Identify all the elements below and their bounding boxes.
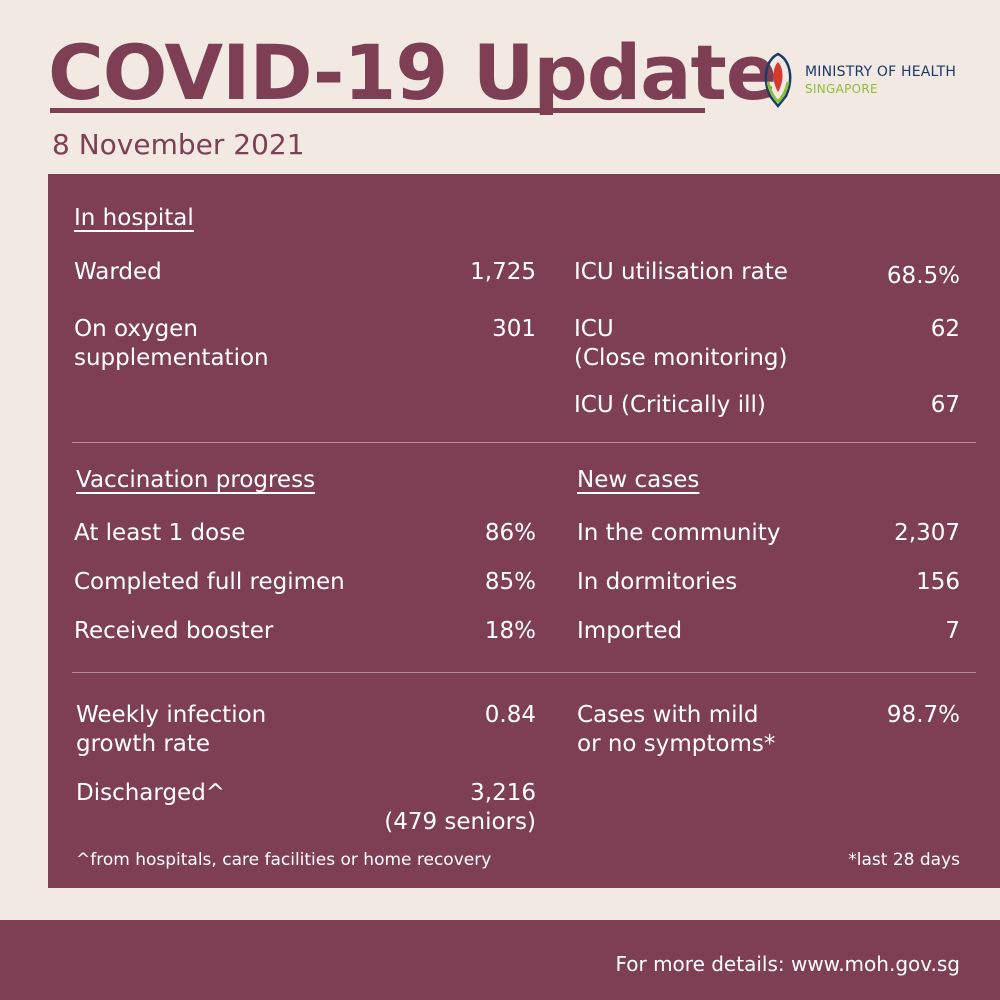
booster-label: Received booster [74, 618, 274, 644]
section-divider [72, 442, 976, 443]
icu-rate-value: 68.5% [886, 263, 960, 289]
warded-label: Warded [74, 259, 162, 285]
title-underline [50, 108, 705, 113]
icu-critical-label: ICU (Critically ill) [574, 392, 766, 418]
footnote-discharged: ^from hospitals, care facilities or home… [76, 850, 492, 870]
one-dose-label: At least 1 dose [74, 520, 246, 546]
update-date: 8 November 2021 [52, 128, 305, 161]
moh-logo: MINISTRY OF HEALTH SINGAPORE [758, 52, 988, 112]
growth-label-line1: Weekly infection [76, 702, 267, 728]
growth-value: 0.84 [484, 702, 536, 728]
stats-card: In hospital Warded 1,725 On oxygen suppl… [48, 174, 1000, 888]
icu-critical-value: 67 [930, 392, 960, 418]
oxygen-label-line2: supplementation [74, 345, 269, 371]
full-regimen-label: Completed full regimen [74, 569, 345, 595]
footer-details-link: For more details: www.moh.gov.sg [615, 952, 960, 976]
oxygen-value: 301 [492, 316, 536, 342]
discharged-value: 3,216 [470, 780, 536, 806]
one-dose-value: 86% [484, 520, 536, 546]
booster-value: 18% [484, 618, 536, 644]
icu-close-label-line1: ICU [574, 316, 614, 342]
imported-value: 7 [945, 618, 960, 644]
growth-label-line2: growth rate [76, 731, 211, 757]
icu-rate-label: ICU utilisation rate [574, 259, 788, 285]
warded-value: 1,725 [470, 259, 536, 285]
oxygen-label-line1: On oxygen [74, 316, 198, 342]
full-regimen-value: 85% [484, 569, 536, 595]
footer-bar: For more details: www.moh.gov.sg [0, 920, 1000, 1000]
section-heading-vaccination: Vaccination progress [76, 467, 316, 493]
icu-close-label-line2: (Close monitoring) [574, 345, 788, 371]
moh-emblem-icon [764, 52, 792, 108]
dormitories-label: In dormitories [577, 569, 738, 595]
footnote-mild-cases: *last 28 days [848, 850, 960, 870]
page-title: COVID-19 Update [48, 28, 777, 117]
community-label: In the community [577, 520, 781, 546]
logo-text-singapore: SINGAPORE [805, 82, 878, 96]
mild-cases-label-line1: Cases with mild [577, 702, 759, 728]
mild-cases-label-line2: or no symptoms* [577, 731, 776, 757]
icu-close-value: 62 [930, 316, 960, 342]
section-heading-new-cases: New cases [577, 467, 700, 493]
discharged-label: Discharged^ [76, 780, 226, 806]
mild-cases-value: 98.7% [886, 702, 960, 728]
section-divider [72, 672, 976, 673]
logo-text-ministry: MINISTRY OF HEALTH [805, 64, 957, 80]
discharged-seniors: (479 seniors) [384, 809, 536, 835]
community-value: 2,307 [894, 520, 960, 546]
imported-label: Imported [577, 618, 683, 644]
section-heading-hospital: In hospital [74, 205, 194, 231]
dormitories-value: 156 [916, 569, 960, 595]
